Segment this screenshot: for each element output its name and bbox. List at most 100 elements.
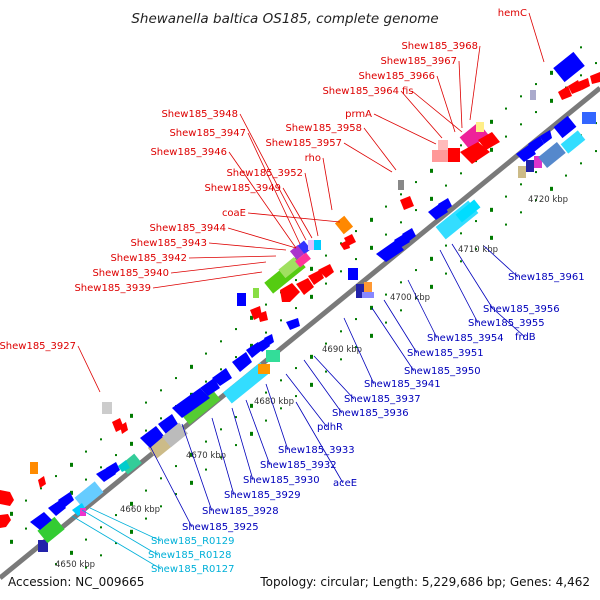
forward-gene-label[interactable]: Shew185_3940 bbox=[92, 268, 169, 279]
gene-arrow[interactable] bbox=[296, 278, 314, 295]
gene-arrow[interactable] bbox=[72, 503, 86, 516]
forward-gene-label[interactable]: Shew185_3946 bbox=[150, 147, 227, 158]
reverse-gene-label[interactable]: Shew185_3930 bbox=[243, 475, 320, 486]
gene-box[interactable] bbox=[560, 130, 586, 154]
gene-arrow[interactable] bbox=[200, 378, 220, 396]
forward-gene-label[interactable]: Shew185_3927 bbox=[0, 341, 76, 352]
gene-box[interactable] bbox=[538, 142, 566, 168]
forward-gene-label[interactable]: Shew185_3966 bbox=[358, 71, 435, 82]
gene-box[interactable] bbox=[37, 516, 65, 544]
forward-gene-label[interactable]: Shew185_3943 bbox=[130, 238, 207, 249]
gene-box[interactable] bbox=[398, 180, 404, 190]
gene-box[interactable] bbox=[582, 112, 596, 124]
forward-gene-label[interactable]: Shew185_3948 bbox=[161, 109, 238, 120]
forward-gene-label[interactable]: Shew185_3967 bbox=[380, 56, 457, 67]
gene-arrow[interactable] bbox=[308, 270, 324, 285]
gene-box[interactable] bbox=[30, 462, 38, 474]
gene-box[interactable] bbox=[74, 481, 104, 509]
gene-box[interactable] bbox=[179, 387, 221, 425]
gene-box[interactable] bbox=[258, 364, 270, 374]
gene-arrow[interactable] bbox=[540, 130, 552, 144]
rna-gene-label[interactable]: Shew185_R0127 bbox=[151, 564, 235, 575]
forward-gene-label[interactable]: Shew185_3939 bbox=[74, 283, 151, 294]
reverse-gene-label[interactable]: Shew185_3961 bbox=[508, 272, 585, 283]
gene-box[interactable] bbox=[534, 156, 542, 168]
reverse-gene-label[interactable]: Shew185_3936 bbox=[332, 408, 409, 419]
gene-box[interactable] bbox=[295, 252, 311, 268]
gene-arrow[interactable] bbox=[264, 334, 274, 346]
gene-arrow[interactable] bbox=[38, 476, 46, 488]
gene-box[interactable] bbox=[222, 362, 270, 404]
gene-arrow[interactable] bbox=[438, 198, 452, 212]
forward-gene-label[interactable]: rho bbox=[305, 153, 321, 164]
forward-gene-label[interactable]: Shew185_3958 bbox=[285, 123, 362, 134]
reverse-gene-label[interactable]: aceE bbox=[333, 478, 357, 489]
gene-box[interactable] bbox=[162, 422, 188, 448]
gene-arrow[interactable] bbox=[172, 388, 210, 418]
gene-box[interactable] bbox=[297, 240, 311, 255]
gene-arrow[interactable] bbox=[30, 512, 52, 530]
gene-box[interactable] bbox=[362, 292, 374, 298]
gene-box[interactable] bbox=[102, 402, 112, 414]
reverse-gene-label[interactable]: Shew185_3932 bbox=[260, 460, 337, 471]
reverse-gene-label[interactable]: Shew185_3941 bbox=[364, 379, 441, 390]
gene-arrow[interactable] bbox=[58, 492, 74, 508]
gene-box[interactable] bbox=[476, 122, 484, 132]
gene-box[interactable] bbox=[308, 240, 316, 250]
gene-arrow[interactable] bbox=[140, 426, 164, 448]
reverse-gene-label[interactable]: Shew185_3929 bbox=[224, 490, 301, 501]
gene-arrow[interactable] bbox=[118, 460, 130, 472]
forward-gene-label[interactable]: Shew185_3964 bbox=[322, 86, 399, 97]
gene-box[interactable] bbox=[348, 268, 358, 280]
reverse-gene-label[interactable]: Shew185_3950 bbox=[404, 366, 481, 377]
gene-arrow[interactable] bbox=[212, 368, 232, 386]
reverse-gene-label[interactable]: pdhR bbox=[317, 422, 343, 433]
gene-box[interactable] bbox=[38, 540, 48, 552]
gene-box[interactable] bbox=[455, 199, 481, 223]
reverse-gene-label[interactable]: frdB bbox=[515, 332, 536, 343]
gene-arrow[interactable] bbox=[528, 136, 544, 152]
gene-arrow[interactable] bbox=[376, 240, 404, 262]
gene-box[interactable] bbox=[334, 215, 354, 235]
gene-arrow[interactable] bbox=[232, 352, 252, 372]
gene-arrow[interactable] bbox=[258, 311, 268, 322]
gene-arrow[interactable] bbox=[578, 78, 590, 90]
gene-arrow[interactable] bbox=[460, 142, 490, 164]
gene-arrow[interactable] bbox=[590, 72, 600, 84]
gene-box[interactable] bbox=[289, 244, 305, 260]
gene-box[interactable] bbox=[364, 282, 372, 294]
gene-arrow[interactable] bbox=[400, 196, 414, 210]
forward-gene-label[interactable]: hemC bbox=[498, 8, 527, 19]
gene-arrow[interactable] bbox=[402, 228, 416, 242]
reverse-gene-label[interactable]: Shew185_3925 bbox=[182, 522, 259, 533]
gene-arrow[interactable] bbox=[0, 490, 14, 506]
reverse-gene-label[interactable]: Shew185_3956 bbox=[483, 304, 560, 315]
gene-arrow[interactable] bbox=[558, 86, 572, 100]
forward-gene-label[interactable]: Shew185_3944 bbox=[149, 223, 226, 234]
gene-arrow[interactable] bbox=[158, 414, 178, 434]
forward-gene-label[interactable]: Shew185_3949 bbox=[204, 183, 281, 194]
reverse-gene-label[interactable]: Shew185_3955 bbox=[468, 318, 545, 329]
gene-arrow[interactable] bbox=[516, 144, 536, 162]
gene-box[interactable] bbox=[266, 350, 280, 362]
gene-box[interactable] bbox=[432, 150, 448, 162]
gene-arrow[interactable] bbox=[568, 80, 582, 94]
forward-gene-label[interactable]: Shew185_3952 bbox=[226, 168, 303, 179]
gene-box[interactable] bbox=[80, 508, 86, 516]
gene-box[interactable] bbox=[526, 160, 534, 172]
gene-box[interactable] bbox=[530, 90, 536, 100]
forward-gene-label[interactable]: Shew185_3957 bbox=[265, 138, 342, 149]
forward-gene-label[interactable]: fis bbox=[402, 86, 414, 97]
gene-box[interactable] bbox=[438, 140, 448, 150]
forward-gene-label[interactable]: coaE bbox=[222, 208, 246, 219]
reverse-gene-label[interactable]: Shew185_3937 bbox=[344, 394, 421, 405]
forward-gene-label[interactable]: Shew185_3968 bbox=[401, 41, 478, 52]
gene-box[interactable] bbox=[356, 284, 366, 298]
gene-box[interactable] bbox=[314, 240, 321, 250]
reverse-gene-label[interactable]: Shew185_3928 bbox=[202, 506, 279, 517]
gene-box[interactable] bbox=[553, 115, 577, 139]
forward-gene-label[interactable]: prmA bbox=[345, 109, 372, 120]
gene-arrow[interactable] bbox=[106, 462, 120, 476]
forward-gene-label[interactable]: Shew185_3947 bbox=[169, 128, 246, 139]
reverse-gene-label[interactable]: Shew185_3933 bbox=[278, 445, 355, 456]
